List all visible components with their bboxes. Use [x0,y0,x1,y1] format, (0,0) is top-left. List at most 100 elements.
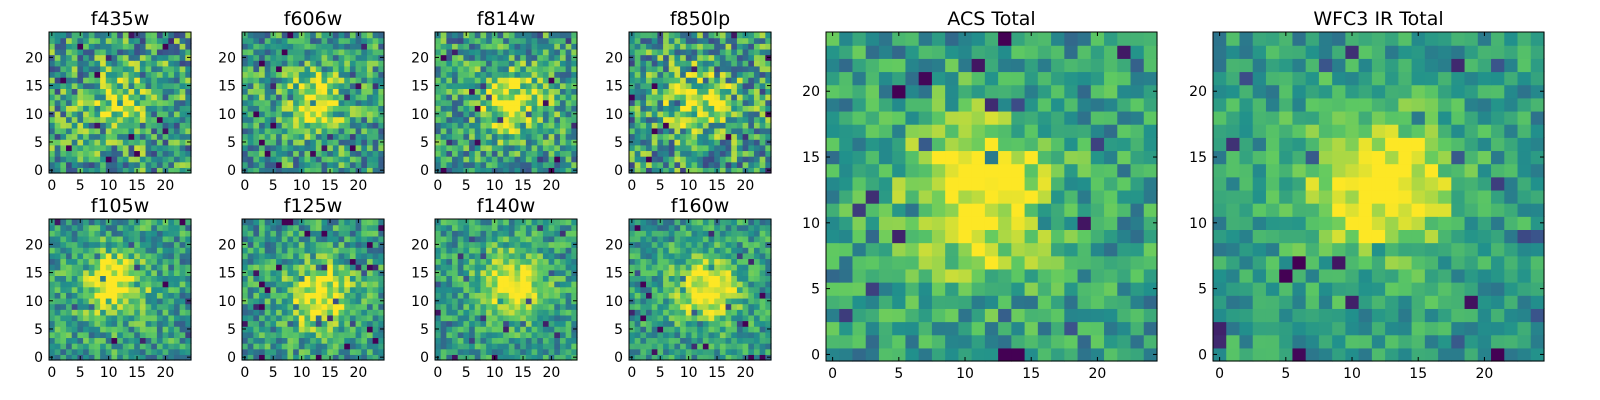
heatmap-cell [344,235,351,243]
heatmap-cell [105,150,113,157]
heatmap-cell [486,297,493,305]
heatmap-cell [321,337,328,344]
heatmap-cell [83,122,90,129]
heatmap-cell [276,94,283,101]
heatmap-cell [83,354,90,361]
heatmap-cell [503,32,510,39]
heatmap-cell [440,82,447,89]
heatmap-cell [270,133,277,140]
heatmap-cell [474,331,482,339]
heatmap-cell [168,354,175,361]
heatmap-cell [60,252,67,260]
heatmap-cell [185,247,192,254]
heatmap-cell [276,297,283,305]
heatmap-cell [440,252,447,260]
heatmap-cell [117,224,124,231]
heatmap-cell [702,37,710,44]
heatmap-cell [452,224,459,231]
heatmap-cell [100,122,107,129]
heatmap-cell [117,281,124,288]
heatmap-cell [77,303,84,310]
heatmap-cell [697,32,704,39]
heatmap-cell [452,320,459,327]
heatmap-cell [372,337,379,344]
heatmap-cell [469,139,476,146]
heatmap-cell [145,150,152,157]
heatmap-cell [378,48,385,56]
heatmap-cell [463,65,470,73]
heatmap-cell [542,94,550,101]
heatmap-cell [554,320,561,327]
heatmap-cell [327,48,334,56]
heatmap-cell [366,235,374,243]
heatmap-cell [503,258,510,265]
heatmap-cell [714,65,721,73]
heatmap-cell [457,297,464,305]
heatmap-cell [548,43,555,50]
heatmap-cell [548,297,555,305]
heatmap-cell [440,337,447,344]
heatmap-cell [719,127,727,135]
heatmap-cell [497,269,504,276]
heatmap-cell [537,337,544,344]
heatmap-cell [327,275,334,282]
heatmap-cell [674,43,681,50]
heatmap-cell [378,150,385,157]
heatmap-cell [435,105,442,112]
heatmap-cell [719,133,727,140]
heatmap-cell [742,156,749,163]
heatmap-cell [349,65,357,73]
heatmap-cell [88,269,96,276]
heatmap-cell [361,247,368,254]
heatmap-cell [173,60,181,67]
heatmap-cell [122,139,130,146]
heatmap-cell [361,77,368,84]
heatmap-cell [327,71,334,78]
heatmap-cell [554,326,561,333]
heatmap-cell [281,99,289,106]
heatmap-cell [559,60,567,67]
heatmap-cell [634,326,641,333]
heatmap-cell [531,65,538,73]
heatmap-cell [128,150,135,157]
heatmap-cell [332,43,340,50]
heatmap-cell [378,99,385,106]
heatmap-cell [440,127,447,135]
heatmap-cell [452,150,459,157]
heatmap-cell [765,88,772,95]
heatmap-cell [714,281,721,288]
heatmap-cell [287,99,294,106]
heatmap-cell [49,144,56,152]
heatmap-cell [463,286,470,293]
heatmap-cell [486,150,493,157]
heatmap-cell [469,303,476,310]
heatmap-cell [674,348,681,355]
heatmap-cell [440,77,447,84]
heatmap-cell [742,48,749,56]
heatmap-cell [742,116,749,123]
heatmap-cell [247,37,254,44]
heatmap-cell [651,331,658,339]
heatmap-cell [94,247,101,254]
heatmap-cell [646,116,653,123]
y-tick-label: 20 [218,50,236,66]
heatmap-cell [559,309,567,316]
heatmap-cell [344,161,351,168]
heatmap-cell [100,32,107,39]
heatmap-cell [571,337,578,344]
heatmap-cell [651,354,658,361]
heatmap-cell [49,309,56,316]
heatmap-cell [276,156,283,163]
heatmap-cell [378,303,385,310]
heatmap-cell [259,32,266,39]
heatmap-cell [463,230,470,237]
heatmap-cell [542,116,550,123]
heatmap-cell [355,71,362,78]
heatmap-cell [304,150,311,157]
heatmap-cell [338,88,345,95]
heatmap-cell [338,139,345,146]
heatmap-cell [680,331,687,339]
heatmap-cell [304,54,311,61]
heatmap-cell [714,326,721,333]
heatmap-cell [525,77,533,84]
